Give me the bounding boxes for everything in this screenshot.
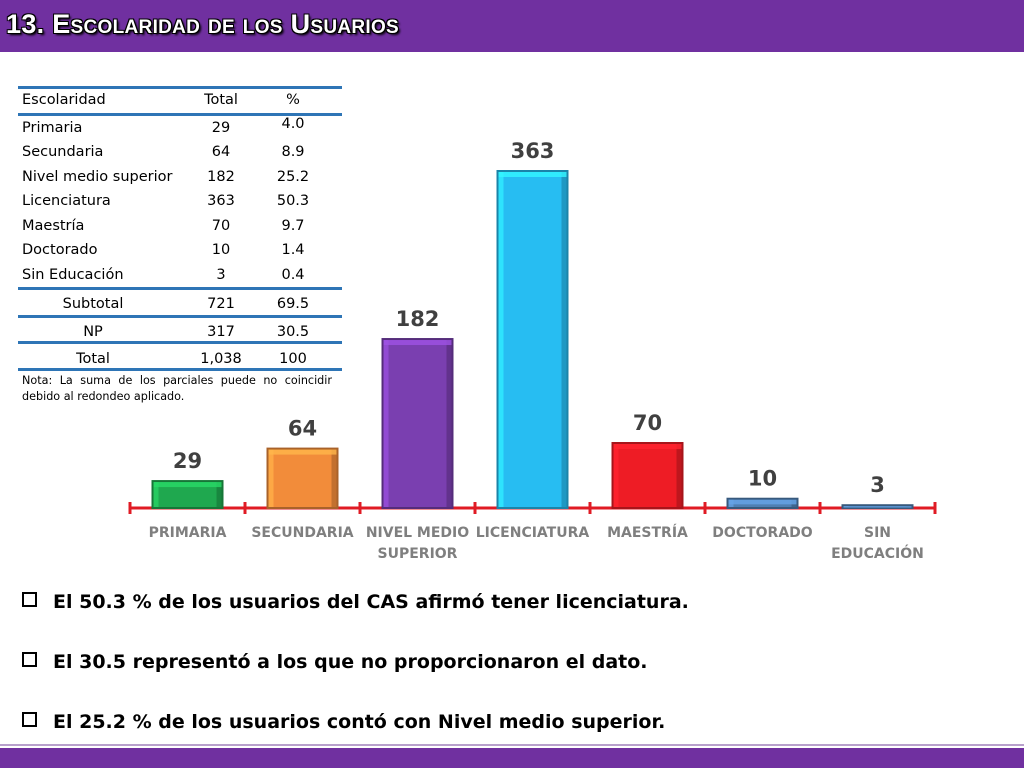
x-axis-category-label: PRIMARIA — [149, 525, 227, 541]
x-axis-category-label: NIVEL MEDIO SUPERIOR — [366, 525, 469, 562]
bar-value-label: 10 — [748, 467, 777, 491]
table-cell-label: Doctorado — [22, 242, 98, 258]
table-cell-total: 363 — [207, 193, 235, 209]
table-note: Nota: La suma de los parciales puede no … — [22, 374, 332, 403]
table-header-total: Total — [204, 92, 238, 108]
bullet-text: El 25.2 % de los usuarios contó con Nive… — [53, 711, 666, 733]
table-cell-percent: 4.0 — [281, 115, 305, 132]
table-cell-label: Licenciatura — [22, 193, 111, 209]
x-axis-category-label: DOCTORADO — [712, 525, 812, 541]
table-row: Licenciatura 363 50.3 — [18, 190, 342, 215]
bar — [381, 338, 454, 510]
bar — [496, 170, 569, 509]
table-rule — [18, 113, 342, 116]
table-summary-row: NP 317 30.5 — [18, 321, 342, 346]
x-axis-category-label: LICENCIATURA — [476, 525, 590, 541]
table-rule — [18, 315, 342, 318]
table-header-percent: % — [286, 92, 300, 108]
bottom-bar — [0, 748, 1024, 768]
table-summary-row: Total 1,038 100 — [18, 348, 342, 373]
table-cell-percent: 9.7 — [281, 217, 305, 234]
table-cell-percent: 8.9 — [281, 144, 305, 160]
bar-value-label: 3 — [870, 473, 885, 497]
table-row: Nivel medio superior 182 25.2 — [18, 166, 342, 191]
table-row: Sin Educación 3 0.4 — [18, 264, 342, 289]
bullet-text: El 50.3 % de los usuarios del CAS afirmó… — [53, 591, 689, 613]
table-cell-total: 10 — [211, 242, 231, 258]
bar-value-label: 363 — [511, 139, 555, 163]
bullet-item: El 50.3 % de los usuarios del CAS afirmó… — [22, 591, 689, 613]
bar — [841, 504, 914, 509]
table-summary-row: Subtotal 721 69.5 — [18, 293, 342, 318]
table-cell-total: 721 — [207, 296, 235, 312]
bar — [611, 442, 684, 509]
bullet-text: El 30.5 representó a los que no proporci… — [53, 651, 648, 673]
table-cell-label: Primaria — [22, 119, 83, 136]
table-header-row: Escolaridad Total % — [18, 89, 342, 114]
table-cell-total: 64 — [211, 144, 231, 160]
table-cell-percent: 1.4 — [281, 242, 305, 258]
table-cell-percent: 30.5 — [276, 323, 310, 340]
bullet-item: El 25.2 % de los usuarios contó con Nive… — [22, 711, 665, 733]
bar — [266, 447, 339, 509]
table-cell-label: Sin Educación — [22, 266, 124, 283]
table-rule — [18, 368, 342, 371]
table-rule — [18, 86, 342, 89]
table-cell-percent: 25.2 — [276, 168, 310, 185]
table-cell-label: Maestría — [22, 217, 85, 234]
table-cell-total: 1,038 — [200, 351, 242, 367]
bar-value-label: 29 — [173, 449, 202, 473]
table-cell-percent: 50.3 — [276, 193, 310, 209]
data-table: Escolaridad Total % Primaria 29 4.0 Secu… — [18, 86, 342, 373]
table-row: Doctorado 10 1.4 — [18, 239, 342, 264]
bar — [726, 497, 799, 509]
table-cell-label: Subtotal — [62, 296, 124, 312]
table-row: Maestría 70 9.7 — [18, 215, 342, 240]
x-axis-category-label: SECUNDARIA — [251, 525, 353, 541]
table-cell-label: Secundaria — [22, 144, 104, 160]
table-rule — [18, 287, 342, 290]
table-cell-percent: 100 — [279, 351, 307, 367]
bar-value-label: 70 — [633, 411, 662, 435]
page-title: 13. Escolaridad de los Usuarios — [6, 9, 400, 39]
table-cell-total: 317 — [207, 323, 235, 340]
bullet-item: El 30.5 representó a los que no proporci… — [22, 651, 648, 673]
table-header-escolaridad: Escolaridad — [22, 92, 106, 108]
x-axis-category-label: MAESTRÍA — [607, 524, 688, 541]
table-cell-label: Total — [76, 351, 110, 367]
table-cell-label: Nivel medio superior — [22, 168, 173, 185]
table-rule — [18, 341, 342, 344]
table-cell-total: 182 — [207, 168, 235, 185]
table-cell-label: NP — [83, 323, 103, 340]
checkbox-bullet-icon — [22, 592, 37, 607]
bottom-divider — [0, 744, 1024, 746]
table-row: Primaria 29 4.0 — [18, 115, 342, 142]
checkbox-bullet-icon — [22, 712, 37, 727]
bar-value-label: 64 — [288, 417, 317, 441]
table-cell-percent: 69.5 — [276, 296, 310, 312]
bar-value-label: 182 — [396, 307, 440, 331]
table-cell-total: 29 — [211, 119, 231, 136]
table-cell-total: 3 — [216, 266, 226, 283]
bar — [151, 480, 224, 510]
table-row: Secundaria 64 8.9 — [18, 141, 342, 166]
table-cell-percent: 0.4 — [281, 266, 305, 283]
table-cell-total: 70 — [211, 217, 231, 234]
title-bar: 13. Escolaridad de los Usuarios — [0, 0, 1024, 52]
checkbox-bullet-icon — [22, 652, 37, 667]
x-axis-category-label: SIN EDUCACIÓN — [831, 525, 924, 562]
